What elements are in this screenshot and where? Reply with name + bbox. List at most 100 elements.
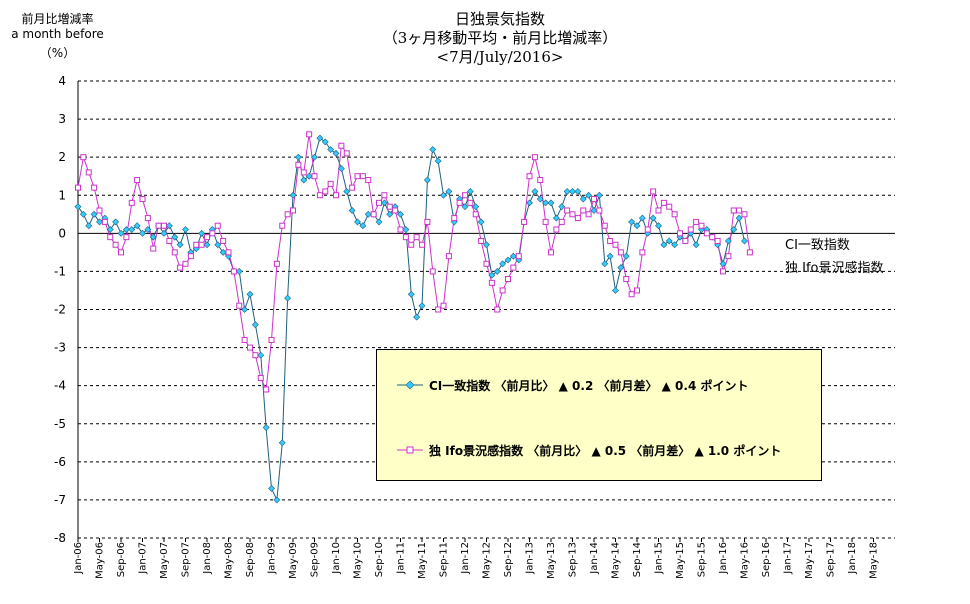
data-point-series-1 xyxy=(262,424,270,431)
data-point-series-1 xyxy=(655,222,662,230)
data-point-series-1 xyxy=(461,203,469,211)
data-point-series-2 xyxy=(295,161,302,168)
data-point-series-2 xyxy=(230,268,237,275)
data-point-series-1 xyxy=(278,439,286,447)
x-tick-label: Sep-14 xyxy=(632,542,643,577)
x-tick-label: Sep-07 xyxy=(181,542,192,577)
data-point-series-1 xyxy=(241,306,249,313)
x-tick-label: Sep-16 xyxy=(761,542,772,577)
data-point-series-1 xyxy=(536,195,544,203)
data-point-series-2 xyxy=(150,245,157,252)
data-point-series-1 xyxy=(558,203,566,211)
data-point-series-2 xyxy=(537,177,544,184)
data-point-series-2 xyxy=(607,237,614,244)
data-point-series-2 xyxy=(456,199,463,206)
legend-entry-ifo: 独 Ifo景況感指数 〈前月比〉 ▲ 0.5 〈前月差〉 ▲ 1.0 ポイント xyxy=(397,442,781,458)
data-point-series-2 xyxy=(741,211,748,218)
data-point-series-2 xyxy=(386,203,393,210)
data-point-series-1 xyxy=(423,176,431,184)
data-point-series-2 xyxy=(333,192,339,199)
data-point-series-2 xyxy=(112,241,119,248)
data-point-series-2 xyxy=(569,211,576,218)
data-point-series-1 xyxy=(251,321,259,329)
data-point-series-2 xyxy=(198,241,205,248)
data-point-series-2 xyxy=(80,154,87,161)
data-point-series-1 xyxy=(542,199,550,207)
data-point-series-1 xyxy=(316,134,324,142)
legend-label-ifo: 独 Ifo景況感指数 〈前月比〉 ▲ 0.5 〈前月差〉 ▲ 1.0 ポイント xyxy=(429,443,782,458)
data-point-series-2 xyxy=(134,177,141,184)
x-tick-label: Jan-10 xyxy=(331,542,342,575)
data-point-series-1 xyxy=(165,222,173,230)
data-point-series-1 xyxy=(601,260,609,268)
y-tick-label: -3 xyxy=(54,341,66,355)
data-point-series-2 xyxy=(397,226,404,233)
data-point-series-2 xyxy=(720,268,726,275)
x-tick-label: Jan-14 xyxy=(589,542,600,575)
data-point-series-2 xyxy=(494,306,501,313)
data-point-series-2 xyxy=(359,173,366,180)
data-point-series-2 xyxy=(601,222,608,229)
data-point-series-2 xyxy=(521,218,528,225)
data-point-series-2 xyxy=(478,237,485,244)
data-point-series-1 xyxy=(638,214,646,222)
data-point-series-2 xyxy=(462,192,468,199)
data-point-series-2 xyxy=(677,230,683,237)
y-tick-label: -7 xyxy=(54,493,66,507)
data-point-series-2 xyxy=(499,287,506,294)
data-point-series-2 xyxy=(166,237,173,244)
data-point-series-1 xyxy=(380,199,388,207)
data-point-series-2 xyxy=(574,215,581,222)
y-axis-label-line-1: 前月比増減率 xyxy=(21,12,94,26)
data-point-series-2 xyxy=(193,241,200,248)
y-tick-label: 0 xyxy=(58,226,66,240)
data-point-series-2 xyxy=(634,287,640,294)
data-point-series-1 xyxy=(633,222,641,230)
data-point-series-2 xyxy=(101,218,108,225)
x-tick-label: Jan-13 xyxy=(525,542,536,575)
x-tick-label: May-11 xyxy=(417,542,428,579)
data-point-series-2 xyxy=(591,196,597,203)
data-point-series-1 xyxy=(488,271,496,279)
side-label-ci: CI一致指数 xyxy=(785,238,850,253)
data-point-series-1 xyxy=(628,218,636,226)
data-point-series-2 xyxy=(182,260,189,267)
data-point-series-2 xyxy=(548,249,554,256)
data-point-series-2 xyxy=(370,211,377,218)
data-point-series-2 xyxy=(558,218,565,225)
data-point-series-1 xyxy=(79,210,87,218)
data-point-series-1 xyxy=(284,294,292,302)
data-point-series-2 xyxy=(252,352,259,359)
data-point-series-1 xyxy=(547,199,555,207)
side-label-ifo: 独 Ifo景況感指数 xyxy=(785,261,884,276)
data-point-series-1 xyxy=(300,176,308,184)
data-point-series-1 xyxy=(289,191,297,199)
data-point-series-2 xyxy=(580,207,587,214)
data-point-series-2 xyxy=(306,131,313,138)
data-point-series-1 xyxy=(348,207,356,214)
x-tick-label: Sep-06 xyxy=(116,542,127,577)
data-point-series-1 xyxy=(526,199,533,207)
data-point-series-2 xyxy=(214,222,221,229)
data-point-series-1 xyxy=(257,351,265,359)
data-point-series-2 xyxy=(435,306,442,313)
y-tick-label: -6 xyxy=(54,455,66,469)
data-point-series-1 xyxy=(337,165,345,173)
data-point-series-1 xyxy=(397,210,404,218)
data-point-series-1 xyxy=(386,210,394,218)
data-point-series-1 xyxy=(741,237,748,245)
data-point-series-2 xyxy=(698,222,705,229)
data-point-series-2 xyxy=(730,207,737,214)
data-point-series-1 xyxy=(122,226,130,233)
data-point-series-2 xyxy=(693,218,700,225)
data-point-series-1 xyxy=(112,218,120,226)
data-point-series-2 xyxy=(553,226,560,233)
data-point-series-1 xyxy=(149,233,157,241)
data-point-series-1 xyxy=(595,191,603,199)
data-point-series-2 xyxy=(725,253,732,260)
data-point-series-1 xyxy=(477,218,485,226)
x-tick-label: May-14 xyxy=(611,542,622,579)
data-point-series-2 xyxy=(284,211,291,218)
data-point-series-2 xyxy=(204,234,210,241)
data-point-series-1 xyxy=(198,229,206,237)
